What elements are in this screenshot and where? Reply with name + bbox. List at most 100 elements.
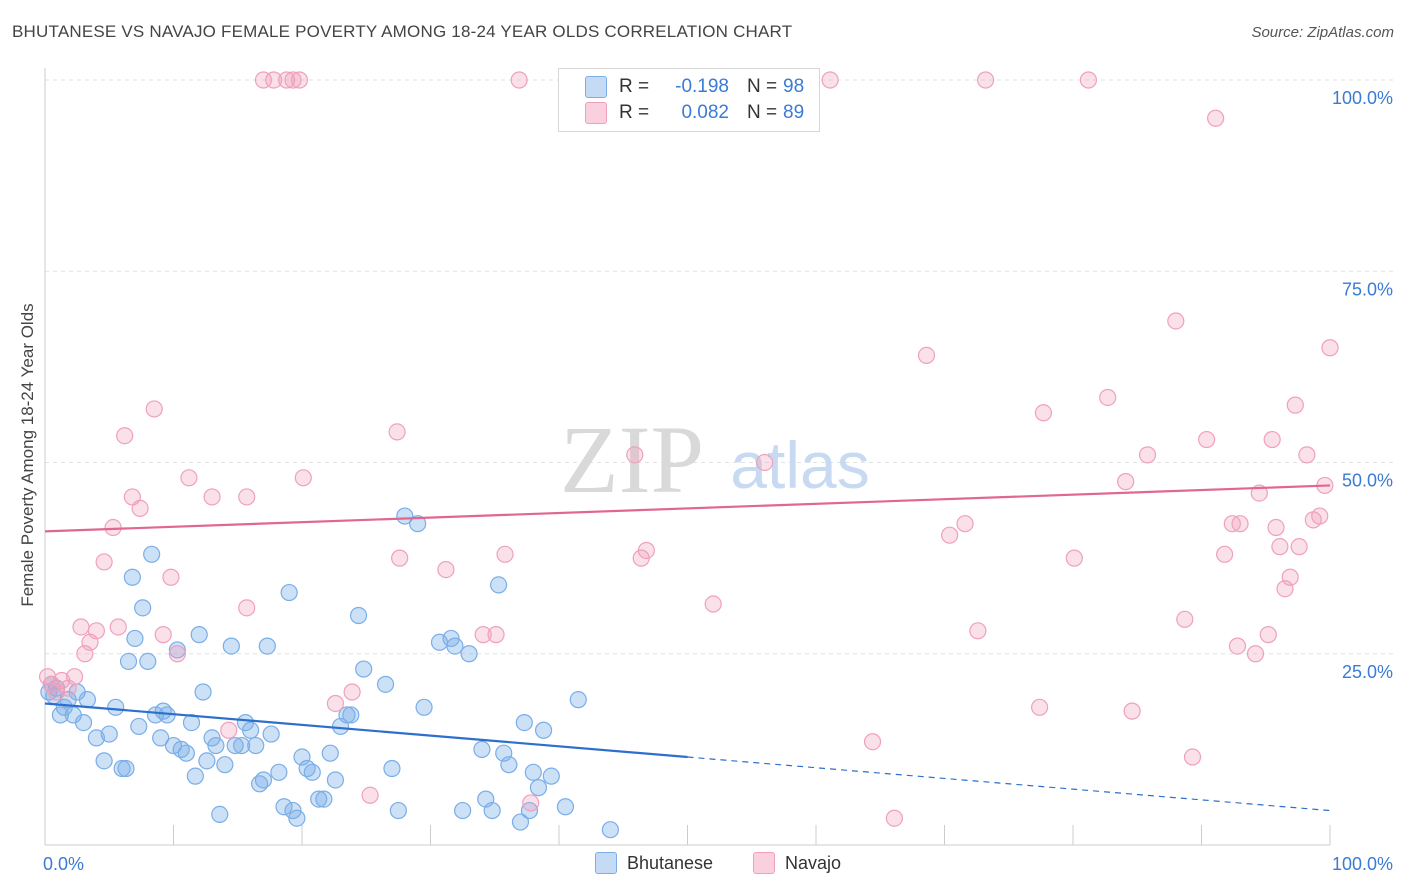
point-navajo <box>1246 645 1265 663</box>
point-navajo <box>1099 388 1117 407</box>
point-bhutanese <box>270 763 288 781</box>
point-navajo <box>391 549 409 567</box>
point-navajo <box>941 526 959 544</box>
legend-item-bhutanese[interactable]: Bhutanese <box>595 852 713 874</box>
point-bhutanese <box>275 798 293 816</box>
point-bhutanese <box>500 756 518 774</box>
watermark-atlas: atlas <box>730 428 869 502</box>
point-bhutanese <box>409 515 427 533</box>
point-bhutanese <box>601 821 620 839</box>
legend-n-label: N = <box>747 76 778 97</box>
legend-swatch-bhutanese <box>595 852 617 874</box>
point-bhutanese <box>415 698 433 716</box>
point-navajo <box>1065 549 1083 567</box>
point-navajo <box>168 645 186 663</box>
point-bhutanese <box>524 763 542 781</box>
point-navajo <box>1198 430 1216 449</box>
watermark: ZIP atlas <box>560 406 870 513</box>
point-bhutanese <box>396 507 414 525</box>
point-navajo <box>284 71 302 89</box>
trend-line-bhutanese <box>44 702 688 759</box>
watermark-zip: ZIP <box>560 406 704 513</box>
point-navajo <box>326 694 345 713</box>
point-bhutanese <box>534 721 553 739</box>
point-bhutanese <box>338 706 356 724</box>
correlation-legend: R = -0.198 N = 98 R = 0.082 N = 89 <box>558 68 820 132</box>
legend-label-navajo: Navajo <box>785 852 842 873</box>
point-navajo <box>1321 339 1339 357</box>
point-bhutanese <box>383 759 401 778</box>
point-navajo <box>162 568 180 586</box>
point-bhutanese <box>87 729 106 747</box>
point-bhutanese <box>529 779 548 797</box>
point-navajo <box>1286 396 1304 414</box>
source-label: Source: ZipAtlas.com <box>1251 24 1394 41</box>
point-bhutanese <box>342 706 360 724</box>
point-bhutanese <box>152 729 170 747</box>
point-navajo <box>1298 446 1316 464</box>
point-bhutanese <box>454 801 472 820</box>
point-bhutanese <box>280 583 298 602</box>
point-bhutanese <box>78 691 97 709</box>
point-navajo <box>885 809 903 827</box>
point-bhutanese <box>254 771 273 789</box>
legend-item-navajo[interactable]: Navajo <box>753 852 841 874</box>
point-bhutanese <box>164 736 183 755</box>
point-navajo <box>1263 430 1281 449</box>
point-bhutanese <box>139 652 157 671</box>
point-bhutanese <box>569 691 587 709</box>
point-navajo <box>154 626 172 644</box>
y-axis-label: Female Poverty Among 18-24 Year Olds <box>18 303 37 606</box>
point-bhutanese <box>355 660 373 678</box>
point-navajo <box>203 488 221 506</box>
point-navajo <box>1079 71 1098 89</box>
point-navajo <box>290 71 309 89</box>
point-bhutanese <box>194 683 212 701</box>
point-navajo <box>1231 515 1249 533</box>
point-bhutanese <box>177 744 195 762</box>
point-bhutanese <box>511 813 530 831</box>
point-navajo <box>956 515 974 533</box>
point-bhutanese <box>262 725 280 743</box>
point-navajo <box>1123 702 1141 720</box>
axes <box>44 68 1331 846</box>
point-navajo <box>1271 538 1289 556</box>
point-navajo <box>1290 538 1308 556</box>
point-navajo <box>1176 610 1194 628</box>
point-bhutanese <box>233 736 251 755</box>
series-legend: Bhutanese Navajo <box>0 852 1406 878</box>
point-navajo <box>863 733 882 751</box>
point-bhutanese <box>242 721 260 739</box>
point-navajo <box>388 423 406 441</box>
point-bhutanese <box>100 725 118 743</box>
point-bhutanese <box>123 568 141 586</box>
point-bhutanese <box>134 599 152 617</box>
point-navajo <box>116 427 134 445</box>
point-bhutanese <box>119 652 138 671</box>
legend-swatch-navajo <box>585 102 607 124</box>
point-navajo <box>65 668 84 686</box>
point-navajo <box>294 469 312 487</box>
point-bhutanese <box>143 545 161 563</box>
point-bhutanese <box>168 641 186 659</box>
point-navajo <box>1216 545 1234 563</box>
trend-lines <box>44 484 1331 812</box>
legend-r-value: -0.198 <box>675 76 729 97</box>
point-bhutanese <box>483 801 501 820</box>
point-bhutanese <box>460 645 478 663</box>
legend-n-label: N = <box>747 102 778 123</box>
point-navajo <box>238 488 256 506</box>
point-bhutanese <box>117 759 135 778</box>
point-navajo <box>1138 446 1157 464</box>
point-navajo <box>95 553 113 571</box>
legend-swatch-navajo <box>753 852 775 874</box>
grid-lines <box>45 79 1395 655</box>
point-bhutanese <box>126 629 144 648</box>
point-navajo <box>131 499 149 517</box>
tick-labels: 25.0% 50.0% 75.0% 100.0% 0.0% 100.0% <box>43 88 1393 874</box>
point-navajo <box>265 71 283 89</box>
legend-r-label: R = <box>619 102 650 123</box>
point-bhutanese <box>258 637 276 655</box>
y-tick-label: 50.0% <box>1342 471 1393 491</box>
x-tick-label: 0.0% <box>43 854 84 874</box>
